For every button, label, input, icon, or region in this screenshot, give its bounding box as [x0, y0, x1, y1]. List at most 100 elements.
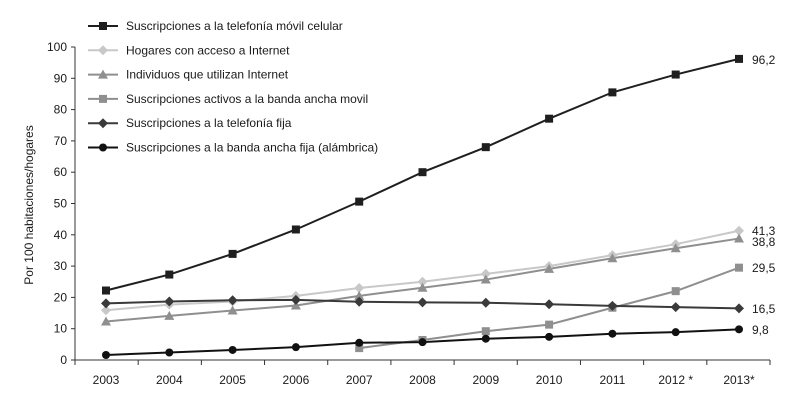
data-point	[355, 197, 364, 206]
data-point	[102, 286, 110, 295]
data-point	[355, 338, 364, 347]
data-point	[545, 320, 554, 329]
y-tick-label: 0	[60, 353, 67, 367]
legend-label: Suscripciones activos a la banda ancha m…	[126, 92, 368, 106]
data-point	[227, 305, 238, 315]
legend-label: Hogares con acceso a Internet	[126, 43, 290, 57]
y-tick-label: 60	[54, 165, 68, 179]
data-point	[164, 296, 175, 307]
data-point	[227, 295, 238, 306]
x-tick-label: 2013*	[723, 373, 755, 387]
data-point	[545, 332, 554, 341]
data-point	[671, 70, 680, 79]
x-tick-label: 2012 *	[658, 373, 693, 387]
data-point	[671, 287, 680, 296]
data-point	[102, 350, 110, 359]
legend-marker	[98, 69, 108, 79]
y-tick-label: 30	[54, 259, 68, 273]
x-tick-label: 2008	[409, 373, 436, 387]
y-tick-label: 40	[54, 228, 68, 242]
y-tick-label: 90	[54, 71, 68, 85]
data-point	[545, 114, 554, 123]
legend-marker	[99, 143, 107, 152]
data-label: 29,5	[752, 261, 776, 275]
legend: Suscripciones a la telefonía móvil celul…	[88, 19, 378, 155]
data-point	[670, 302, 681, 313]
data-point	[417, 276, 428, 287]
x-tick-label: 2004	[156, 373, 183, 387]
y-tick-label: 80	[54, 103, 68, 117]
y-tick-label: 100	[47, 40, 67, 54]
series-markers	[101, 54, 744, 359]
data-point	[417, 297, 428, 308]
data-point	[735, 263, 743, 272]
data-point	[228, 345, 237, 354]
data-point	[165, 270, 174, 279]
data-point	[481, 143, 490, 152]
x-tick-label: 2009	[472, 373, 499, 387]
legend-label: Suscripciones a la banda ancha fija (alá…	[126, 141, 378, 155]
data-point	[355, 344, 364, 353]
end-labels: 96,2 41,338,8 29,5 16,5 9,8	[752, 53, 776, 337]
data-point	[480, 297, 491, 308]
data-point	[290, 300, 301, 310]
data-point	[608, 88, 617, 97]
legend-label: Suscripciones a la telefonía móvil celul…	[126, 19, 343, 33]
data-point	[734, 225, 744, 236]
legend-label: Suscripciones a la telefonía fija	[126, 116, 292, 130]
chart-axes: 0 10 20 30 40 50 60 70 80 90 100 2003 2004 2005 2006 20…	[47, 40, 771, 387]
legend-marker	[99, 94, 107, 103]
data-point	[735, 325, 743, 334]
data-point	[607, 253, 618, 263]
data-point	[481, 334, 490, 343]
data-point	[228, 249, 237, 258]
data-point	[671, 328, 680, 337]
y-tick-label: 10	[54, 322, 68, 336]
data-point	[164, 310, 175, 320]
data-point	[354, 283, 365, 294]
data-point	[165, 348, 174, 357]
data-point	[290, 294, 301, 305]
data-point	[481, 327, 490, 336]
data-point	[734, 233, 744, 243]
data-label: 9,8	[752, 323, 769, 337]
legend-marker	[98, 118, 108, 129]
x-tick-label: 2010	[536, 373, 563, 387]
data-point	[417, 282, 428, 292]
x-tick-label: 2005	[219, 373, 246, 387]
data-point	[101, 305, 111, 316]
legend-marker	[98, 45, 108, 56]
legend-marker	[99, 22, 107, 30]
x-tick-label: 2006	[283, 373, 310, 387]
data-point	[608, 329, 617, 338]
data-point	[418, 338, 427, 347]
y-tick-label: 50	[54, 197, 68, 211]
data-point	[480, 268, 491, 279]
x-tick-label: 2007	[346, 373, 373, 387]
data-point	[291, 225, 300, 234]
data-point	[101, 316, 111, 326]
data-label: 41,3	[752, 224, 776, 238]
data-point	[418, 168, 427, 177]
data-point	[354, 296, 365, 307]
x-tick-label: 2003	[93, 373, 120, 387]
data-label: 38,8	[752, 235, 776, 249]
data-point	[670, 243, 681, 253]
data-point	[354, 290, 365, 300]
data-point	[480, 274, 491, 284]
data-label: 96,2	[752, 53, 776, 67]
x-tick-label: 2011	[599, 373, 625, 387]
data-point	[544, 263, 555, 273]
data-label: 16,5	[752, 302, 776, 316]
data-point	[291, 343, 300, 352]
y-tick-label: 20	[54, 290, 68, 304]
data-point	[101, 298, 111, 309]
data-point	[734, 303, 744, 314]
y-axis-label: Por 100 habitaciones/hogares	[22, 125, 36, 284]
data-point	[607, 300, 618, 311]
data-point	[544, 299, 555, 310]
legend-label: Individuos que utilizan Internet	[126, 68, 289, 82]
data-point	[735, 54, 743, 63]
y-tick-label: 70	[54, 134, 68, 148]
